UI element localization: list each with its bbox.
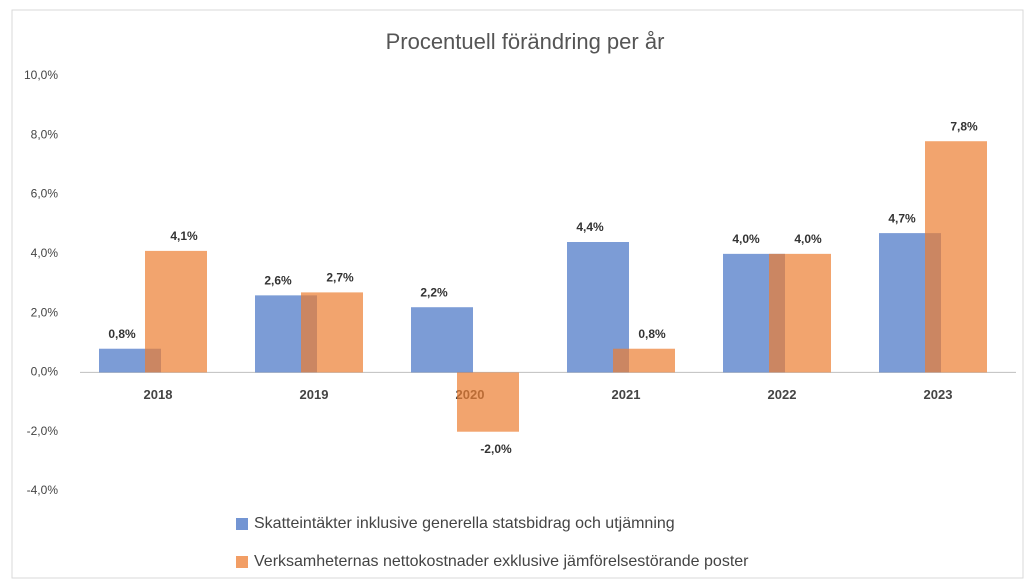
y-tick-label: 6,0% <box>31 187 59 201</box>
x-tick-label: 2018 <box>144 387 173 402</box>
x-tick-label: 2022 <box>768 387 797 402</box>
data-label: 2,2% <box>420 285 448 299</box>
y-tick-label: 2,0% <box>31 305 59 319</box>
bar <box>457 372 519 432</box>
x-tick-label: 2021 <box>612 387 641 402</box>
bar <box>925 141 987 373</box>
y-tick-label: 0,0% <box>31 365 59 379</box>
legend-swatch <box>236 518 248 530</box>
y-tick-label: -4,0% <box>27 483 59 497</box>
data-label: 4,1% <box>170 229 198 243</box>
data-label: 0,8% <box>638 327 666 341</box>
bar <box>411 307 473 373</box>
legend-label: Verksamheternas nettokostnader exklusive… <box>254 553 749 570</box>
data-label: 7,8% <box>950 119 978 133</box>
data-label: 0,8% <box>108 327 136 341</box>
legend-swatch <box>236 556 248 568</box>
y-tick-label: -2,0% <box>27 424 59 438</box>
y-tick-label: 4,0% <box>31 246 59 260</box>
legend-label: Skatteintäkter inklusive generella stats… <box>254 515 675 532</box>
bar <box>613 348 675 373</box>
bar <box>145 250 207 373</box>
data-label: 4,7% <box>888 211 916 225</box>
y-tick-label: 10,0% <box>24 68 58 82</box>
data-label: 2,6% <box>264 274 292 288</box>
data-label: -2,0% <box>480 442 512 456</box>
data-label: 2,7% <box>326 271 354 285</box>
x-tick-label: 2019 <box>300 387 329 402</box>
chart-title: Procentuell förändring per år <box>386 29 665 54</box>
data-label: 4,0% <box>732 232 760 246</box>
x-tick-label: 2023 <box>924 387 953 402</box>
bar <box>769 253 831 373</box>
data-label: 4,0% <box>794 232 822 246</box>
data-label: 4,4% <box>576 220 604 234</box>
y-tick-label: 8,0% <box>31 127 59 141</box>
bar <box>301 292 363 373</box>
